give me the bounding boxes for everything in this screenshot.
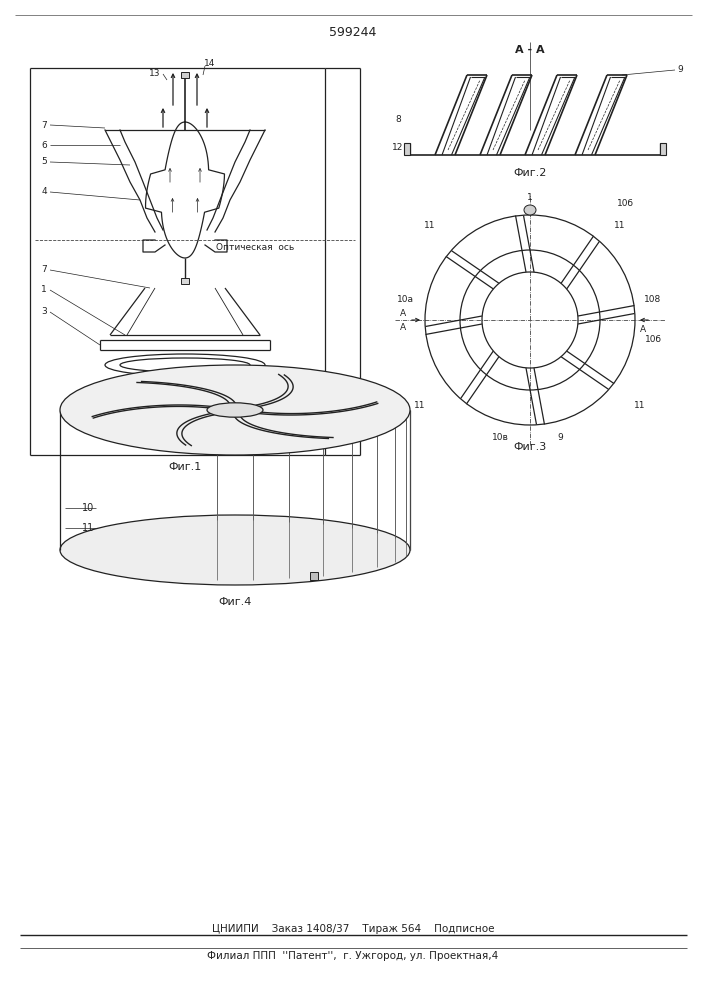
Text: 5: 5 — [41, 157, 47, 166]
Text: 7: 7 — [41, 120, 47, 129]
Text: 10б: 10б — [645, 336, 662, 344]
Bar — [181, 278, 189, 284]
Text: А: А — [400, 308, 406, 318]
Text: 11: 11 — [424, 221, 436, 230]
Ellipse shape — [524, 205, 536, 215]
Text: А: А — [400, 322, 406, 332]
Text: 108: 108 — [644, 296, 662, 304]
Text: 8: 8 — [395, 115, 401, 124]
Bar — [181, 72, 189, 78]
Text: 10б: 10б — [617, 198, 633, 208]
Bar — [171, 400, 199, 418]
Text: 11: 11 — [614, 221, 626, 230]
Text: 12: 12 — [392, 142, 404, 151]
Text: Оптическая  ось: Оптическая ось — [216, 243, 294, 252]
Text: Фиг.1: Фиг.1 — [168, 462, 201, 472]
Text: 9: 9 — [557, 432, 563, 442]
Text: 1: 1 — [527, 192, 533, 202]
Text: 4: 4 — [41, 188, 47, 196]
Text: Фиг.2: Фиг.2 — [513, 168, 547, 178]
Text: А: А — [640, 326, 646, 334]
Text: 10: 10 — [82, 503, 94, 513]
Ellipse shape — [60, 365, 410, 455]
Text: Фиг.3: Фиг.3 — [513, 442, 547, 452]
Ellipse shape — [60, 515, 410, 585]
Bar — [310, 572, 318, 580]
Text: 11: 11 — [414, 400, 426, 410]
Ellipse shape — [207, 403, 263, 417]
Text: 7: 7 — [41, 265, 47, 274]
Text: 10в: 10в — [491, 432, 508, 442]
Text: 3: 3 — [41, 308, 47, 316]
Text: 10а: 10а — [397, 296, 414, 304]
Text: 9: 9 — [677, 66, 683, 75]
Text: 599244: 599244 — [329, 25, 377, 38]
Text: А - А: А - А — [515, 45, 545, 55]
Text: 14: 14 — [204, 60, 216, 68]
Bar — [404, 143, 410, 155]
Text: ЦНИИПИ    Заказ 1408/37    Тираж 564    Подписное: ЦНИИПИ Заказ 1408/37 Тираж 564 Подписное — [212, 924, 494, 934]
Text: Филиал ППП  ''Патент'',  г. Ужгород, ул. Проектная,4: Филиал ППП ''Патент'', г. Ужгород, ул. П… — [207, 951, 498, 961]
Bar — [660, 143, 666, 155]
Text: Фиг.4: Фиг.4 — [218, 597, 252, 607]
Text: 11: 11 — [82, 523, 94, 533]
Text: 13: 13 — [149, 70, 160, 79]
Text: 11: 11 — [634, 400, 645, 410]
Text: 1: 1 — [41, 286, 47, 294]
Text: 6: 6 — [41, 140, 47, 149]
Text: 2: 2 — [97, 422, 103, 432]
